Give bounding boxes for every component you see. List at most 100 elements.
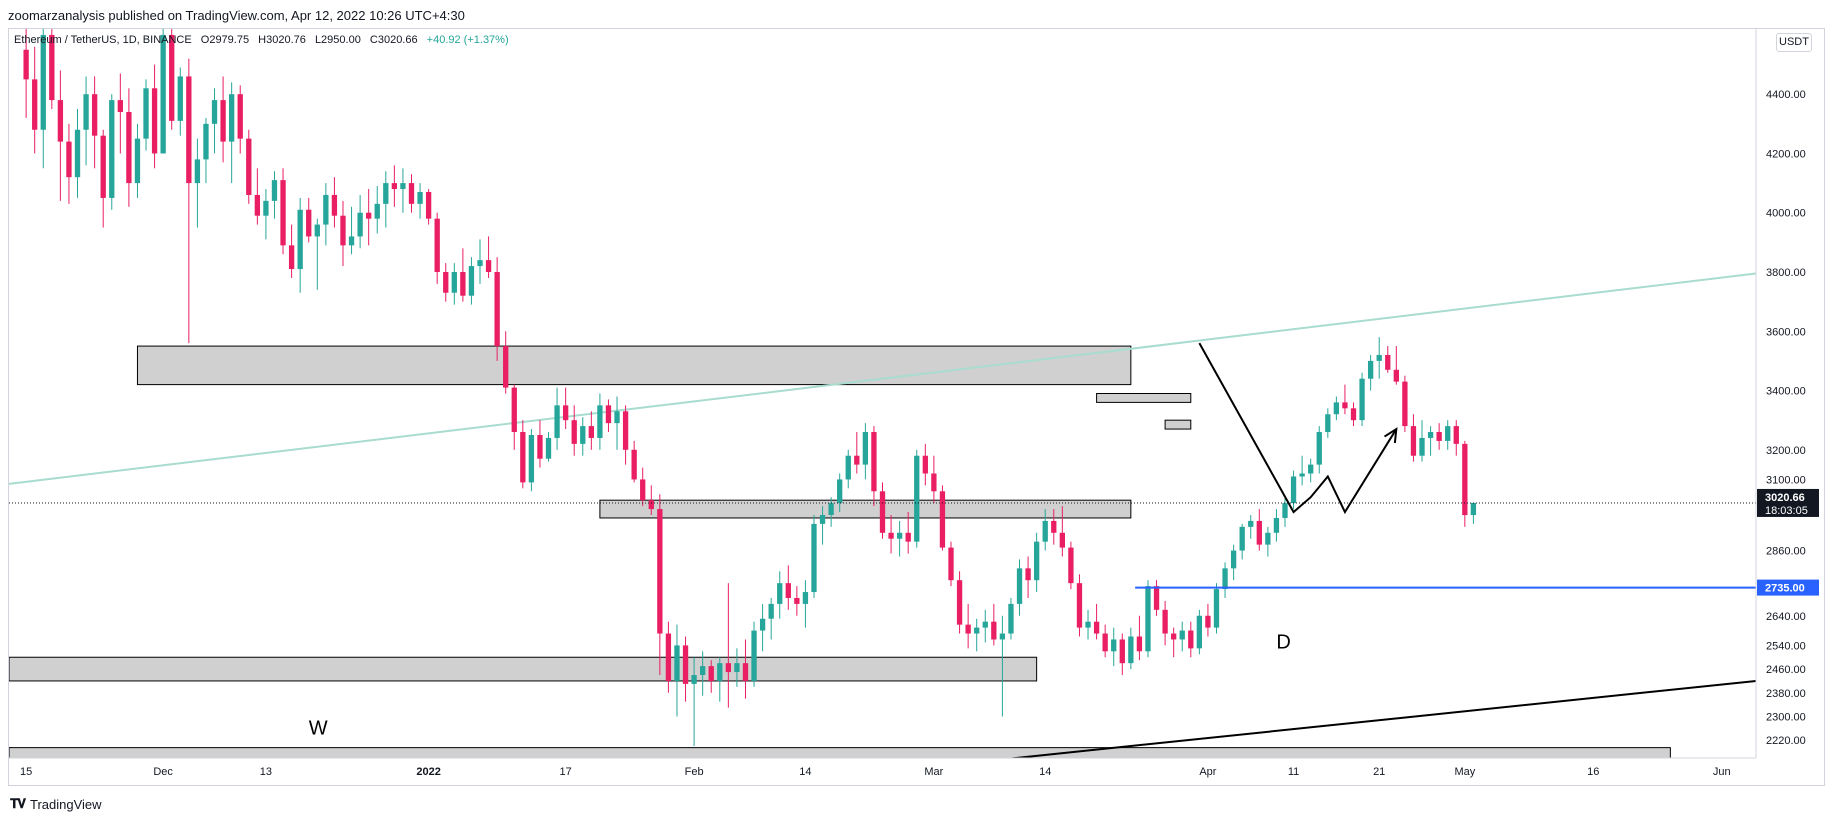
y-tick-label: 3400.00 (1766, 386, 1806, 398)
candle-body (931, 473, 937, 492)
candle-body (1153, 586, 1160, 610)
candle-body (1051, 520, 1057, 533)
candle-body (1145, 586, 1151, 652)
projection-arrowhead (1383, 427, 1398, 444)
currency-selector-button[interactable]: USDT (1776, 33, 1812, 52)
candle-body (40, 34, 46, 130)
candle-body (348, 236, 355, 246)
candle-body (254, 194, 261, 216)
candle-body (879, 491, 886, 533)
brand-label: TradingView (30, 796, 102, 812)
candle-body (1436, 432, 1442, 441)
candle-body (580, 426, 586, 444)
candle-body (1025, 568, 1031, 581)
candle-body (1427, 432, 1434, 438)
annotation-label: W (309, 717, 328, 739)
low-value: L2950.00 (314, 34, 361, 46)
candle-body (220, 100, 226, 142)
candle-body (126, 111, 132, 184)
zone-rect (136, 345, 1132, 386)
high-value: H3020.76 (258, 34, 306, 46)
candle-body (1325, 414, 1331, 433)
candle-body (571, 420, 577, 444)
candle-body (811, 523, 817, 593)
candle-body (777, 583, 783, 604)
y-tick-label: 2540.00 (1766, 640, 1806, 652)
candle-body (485, 260, 492, 272)
candle-body (1316, 432, 1322, 465)
candle-body (1085, 621, 1091, 628)
candle-body (631, 449, 637, 480)
candle-body (511, 387, 517, 433)
publisher-info: zoomarzanalysis published on TradingView… (8, 8, 465, 23)
candle-body (1076, 583, 1083, 628)
close-value: C3020.66 (369, 34, 418, 46)
symbol-label[interactable]: Ethereum / TetherUS, 1D, BINANCE (14, 34, 192, 46)
candle-body (991, 621, 997, 640)
candle-body (725, 663, 732, 673)
annotation-label: D (1276, 631, 1290, 653)
candle-body (211, 100, 218, 124)
candle-body (657, 509, 663, 634)
candle-body (23, 49, 29, 80)
candle-body (528, 434, 535, 483)
candle-body (1248, 520, 1254, 527)
candle-body (1445, 426, 1451, 441)
candle-body (785, 583, 791, 598)
candle-body (503, 346, 509, 388)
tradingview-brand[interactable]: 𝐓𝐕 TradingView (10, 796, 102, 812)
candle-body (854, 455, 860, 465)
candle-body (186, 76, 192, 184)
candle-body (1273, 517, 1280, 533)
candle-body (640, 479, 646, 501)
candle-body (794, 597, 800, 604)
candle-body (1205, 615, 1211, 628)
candle-body (194, 159, 201, 184)
candle-body (32, 79, 38, 130)
candle-body (1419, 437, 1425, 456)
candle-body (999, 633, 1006, 640)
zone-rect (1096, 393, 1192, 403)
candle-body (169, 34, 175, 121)
candle-body (177, 76, 183, 121)
candle-body (691, 675, 697, 684)
trendline (1006, 679, 1756, 758)
candle-body (134, 138, 141, 184)
candle-body (1367, 360, 1374, 379)
x-tick-label: 17 (560, 766, 572, 778)
candle-body (357, 212, 363, 237)
candle-body (477, 260, 483, 267)
candle-body (1042, 520, 1048, 542)
candle-body (554, 405, 560, 438)
candle-body (1402, 381, 1408, 427)
candle-body (1350, 408, 1357, 421)
candle-body (965, 624, 971, 634)
candle-body (1008, 603, 1014, 634)
candle-body (57, 100, 64, 142)
x-tick-label: 13 (260, 766, 272, 778)
chart-frame[interactable] (8, 28, 1825, 786)
y-tick-label: 3100.00 (1766, 474, 1806, 486)
x-tick-label: 21 (1373, 766, 1385, 778)
candle-body (888, 532, 894, 539)
candle-body (451, 272, 457, 293)
candle-body (1171, 633, 1177, 640)
candle-body (331, 194, 338, 216)
x-tick-label: 14 (1039, 766, 1051, 778)
candle-body (1222, 568, 1228, 590)
candle-body (845, 455, 851, 480)
candle-body (391, 183, 398, 190)
candle-body (1196, 615, 1203, 649)
candle-body (417, 191, 423, 204)
candle-body (203, 123, 209, 160)
candle-body (468, 266, 475, 296)
open-value: O2979.75 (200, 34, 250, 46)
zone-rect (9, 747, 1671, 758)
last-price-label: 3020.66 (1765, 492, 1805, 504)
candle-body (1093, 621, 1100, 634)
candle-body (562, 405, 569, 421)
candle-body (314, 224, 320, 237)
candle-body (759, 618, 766, 631)
candle-body (460, 272, 466, 296)
